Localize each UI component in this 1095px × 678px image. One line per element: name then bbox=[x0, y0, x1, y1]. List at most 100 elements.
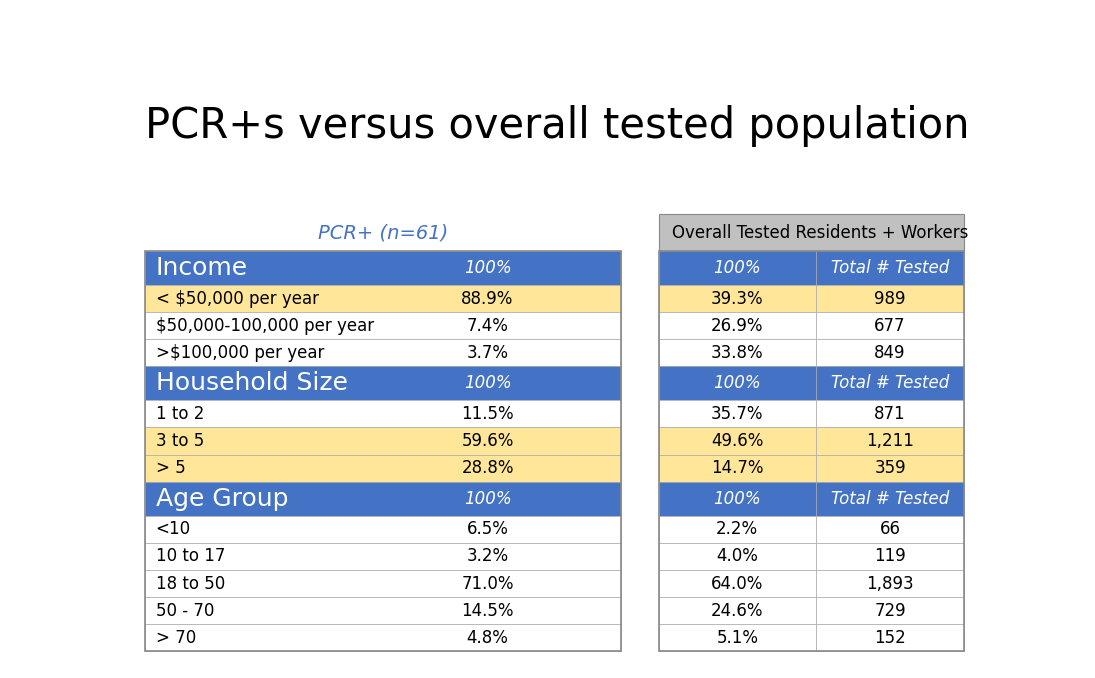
FancyBboxPatch shape bbox=[816, 428, 965, 455]
FancyBboxPatch shape bbox=[659, 285, 816, 312]
FancyBboxPatch shape bbox=[659, 482, 816, 516]
FancyBboxPatch shape bbox=[816, 482, 965, 516]
Text: Household Size: Household Size bbox=[155, 372, 347, 395]
Text: 3.2%: 3.2% bbox=[466, 547, 508, 565]
Text: 66: 66 bbox=[879, 520, 900, 538]
Text: 64.0%: 64.0% bbox=[711, 574, 763, 593]
FancyBboxPatch shape bbox=[816, 251, 965, 285]
FancyBboxPatch shape bbox=[659, 251, 816, 285]
FancyBboxPatch shape bbox=[146, 516, 621, 543]
Text: 100%: 100% bbox=[463, 490, 511, 508]
FancyBboxPatch shape bbox=[816, 597, 965, 624]
FancyBboxPatch shape bbox=[146, 400, 621, 428]
Text: Total # Tested: Total # Tested bbox=[831, 490, 949, 508]
FancyBboxPatch shape bbox=[659, 570, 816, 597]
FancyBboxPatch shape bbox=[659, 516, 816, 543]
Text: 1,211: 1,211 bbox=[866, 432, 914, 450]
Text: Overall Tested Residents + Workers: Overall Tested Residents + Workers bbox=[672, 224, 968, 242]
FancyBboxPatch shape bbox=[659, 597, 816, 624]
FancyBboxPatch shape bbox=[816, 516, 965, 543]
FancyBboxPatch shape bbox=[816, 366, 965, 400]
FancyBboxPatch shape bbox=[659, 455, 816, 482]
Text: 11.5%: 11.5% bbox=[461, 405, 514, 423]
Text: <10: <10 bbox=[155, 520, 191, 538]
Text: 5.1%: 5.1% bbox=[716, 629, 758, 647]
Text: 35.7%: 35.7% bbox=[711, 405, 763, 423]
FancyBboxPatch shape bbox=[146, 597, 621, 624]
Text: 3.7%: 3.7% bbox=[466, 344, 508, 362]
Text: $50,000-100,000 per year: $50,000-100,000 per year bbox=[155, 317, 373, 335]
FancyBboxPatch shape bbox=[816, 455, 965, 482]
Text: 1,893: 1,893 bbox=[866, 574, 914, 593]
FancyBboxPatch shape bbox=[146, 251, 621, 285]
Text: 10 to 17: 10 to 17 bbox=[155, 547, 224, 565]
Text: 7.4%: 7.4% bbox=[466, 317, 508, 335]
FancyBboxPatch shape bbox=[659, 400, 816, 428]
FancyBboxPatch shape bbox=[659, 428, 816, 455]
Text: Total # Tested: Total # Tested bbox=[831, 374, 949, 393]
FancyBboxPatch shape bbox=[659, 214, 965, 251]
Text: 100%: 100% bbox=[714, 490, 761, 508]
Text: 2.2%: 2.2% bbox=[716, 520, 759, 538]
FancyBboxPatch shape bbox=[659, 366, 816, 400]
Text: 4.8%: 4.8% bbox=[466, 629, 508, 647]
FancyBboxPatch shape bbox=[816, 285, 965, 312]
FancyBboxPatch shape bbox=[816, 543, 965, 570]
Text: 33.8%: 33.8% bbox=[711, 344, 763, 362]
Text: 50 - 70: 50 - 70 bbox=[155, 602, 214, 620]
Text: 28.8%: 28.8% bbox=[461, 459, 514, 477]
Text: 14.5%: 14.5% bbox=[461, 602, 514, 620]
Text: 18 to 50: 18 to 50 bbox=[155, 574, 224, 593]
Text: 152: 152 bbox=[874, 629, 906, 647]
Text: 100%: 100% bbox=[714, 374, 761, 393]
Text: > 5: > 5 bbox=[155, 459, 185, 477]
Text: 24.6%: 24.6% bbox=[711, 602, 763, 620]
Text: 71.0%: 71.0% bbox=[461, 574, 514, 593]
Text: 59.6%: 59.6% bbox=[461, 432, 514, 450]
Text: 871: 871 bbox=[874, 405, 906, 423]
Text: 100%: 100% bbox=[463, 259, 511, 277]
FancyBboxPatch shape bbox=[146, 285, 621, 312]
Text: >$100,000 per year: >$100,000 per year bbox=[155, 344, 324, 362]
Text: 729: 729 bbox=[874, 602, 906, 620]
Text: Income: Income bbox=[155, 256, 247, 280]
FancyBboxPatch shape bbox=[816, 312, 965, 339]
FancyBboxPatch shape bbox=[816, 400, 965, 428]
FancyBboxPatch shape bbox=[146, 543, 621, 570]
Text: 849: 849 bbox=[874, 344, 906, 362]
Text: 39.3%: 39.3% bbox=[711, 290, 763, 308]
Text: Age Group: Age Group bbox=[155, 487, 288, 511]
Text: 119: 119 bbox=[874, 547, 906, 565]
Text: PCR+s versus overall tested population: PCR+s versus overall tested population bbox=[146, 104, 970, 146]
Text: 14.7%: 14.7% bbox=[711, 459, 763, 477]
Text: 677: 677 bbox=[874, 317, 906, 335]
FancyBboxPatch shape bbox=[146, 339, 621, 366]
Text: 4.0%: 4.0% bbox=[716, 547, 758, 565]
Text: 49.6%: 49.6% bbox=[711, 432, 763, 450]
FancyBboxPatch shape bbox=[146, 428, 621, 455]
Text: 989: 989 bbox=[874, 290, 906, 308]
FancyBboxPatch shape bbox=[146, 312, 621, 339]
Text: 3 to 5: 3 to 5 bbox=[155, 432, 204, 450]
FancyBboxPatch shape bbox=[659, 543, 816, 570]
FancyBboxPatch shape bbox=[659, 339, 816, 366]
FancyBboxPatch shape bbox=[146, 624, 621, 652]
FancyBboxPatch shape bbox=[146, 482, 621, 516]
Text: PCR+ (n=61): PCR+ (n=61) bbox=[318, 223, 448, 242]
FancyBboxPatch shape bbox=[816, 339, 965, 366]
Text: 100%: 100% bbox=[463, 374, 511, 393]
Text: 88.9%: 88.9% bbox=[461, 290, 514, 308]
Text: 100%: 100% bbox=[714, 259, 761, 277]
FancyBboxPatch shape bbox=[816, 624, 965, 652]
FancyBboxPatch shape bbox=[659, 312, 816, 339]
Text: 359: 359 bbox=[874, 459, 906, 477]
Text: < $50,000 per year: < $50,000 per year bbox=[155, 290, 319, 308]
Text: 6.5%: 6.5% bbox=[466, 520, 508, 538]
FancyBboxPatch shape bbox=[146, 366, 621, 400]
FancyBboxPatch shape bbox=[816, 570, 965, 597]
Text: > 70: > 70 bbox=[155, 629, 196, 647]
Text: Total # Tested: Total # Tested bbox=[831, 259, 949, 277]
Text: 26.9%: 26.9% bbox=[711, 317, 763, 335]
FancyBboxPatch shape bbox=[146, 570, 621, 597]
FancyBboxPatch shape bbox=[659, 624, 816, 652]
